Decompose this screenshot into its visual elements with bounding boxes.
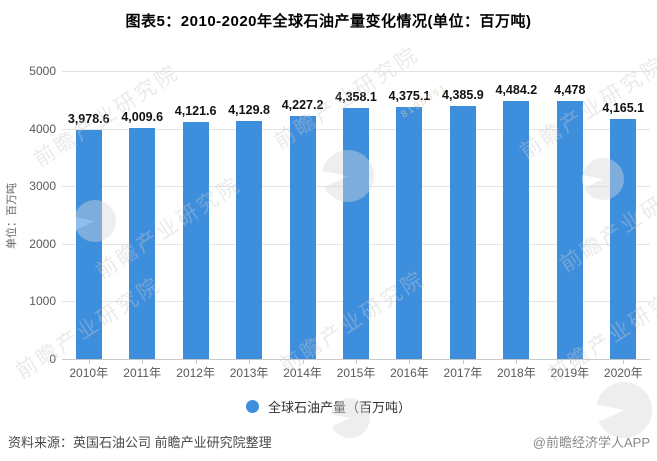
bar [75, 129, 102, 359]
x-tick-label: 2020年 [603, 366, 643, 380]
bar [556, 101, 583, 359]
bar-group: 4,121.6 [169, 71, 222, 359]
x-tick-mark [409, 359, 411, 364]
y-tick-label: 3000 [29, 179, 56, 194]
x-tick-label: 2015年 [336, 366, 376, 380]
x-tick-label: 2012年 [176, 366, 215, 380]
y-tick-label: 4000 [29, 121, 56, 136]
y-tick-label: 2000 [29, 236, 56, 251]
credit-note: @前瞻经济学人APP [532, 435, 650, 450]
bar [236, 121, 263, 359]
bar [129, 128, 156, 359]
x-tick-mark [88, 359, 90, 364]
bar [503, 100, 530, 359]
bar-value-label: 3,978.6 [67, 111, 110, 126]
bar-value-label: 4,009.6 [121, 110, 164, 125]
x-tick-mark [142, 359, 144, 364]
bar-value-label: 4,227.2 [281, 97, 324, 112]
bar [342, 107, 369, 359]
bar-group: 4,227.2 [276, 71, 329, 359]
x-tick-mark [462, 359, 464, 364]
bar [182, 121, 209, 359]
bar-group: 4,484.2 [490, 71, 543, 359]
gridline [62, 71, 650, 72]
bar [396, 107, 423, 359]
plot-area: 3,978.6 4,009.6 4,121.6 4,129.8 4,227.2 4,358… [62, 71, 650, 380]
bar-value-label: 4,478 [554, 83, 586, 98]
bar-group: 4,375.1 [383, 71, 436, 359]
bar-group: 4,358.1 [329, 71, 382, 359]
x-tick-mark [569, 359, 571, 364]
bar [610, 119, 637, 359]
x-tick-label: 2014年 [283, 366, 322, 380]
bar-group: 3,978.6 [62, 71, 115, 359]
y-tick-label: 0 [49, 352, 56, 366]
bar-value-label: 4,165.1 [602, 101, 645, 116]
x-tick-mark [516, 359, 518, 364]
bar-value-label: 4,121.6 [174, 103, 217, 118]
x-tick-mark [356, 359, 357, 364]
x-tick-label: 2018年 [497, 366, 536, 380]
chart-title: 图表5：2010-2020年全球石油产量变化情况(单位：百万吨) [125, 13, 532, 30]
y-tick-label: 5000 [29, 64, 56, 78]
bar-value-label: 4,484.2 [495, 82, 538, 97]
x-tick-mark [623, 359, 625, 364]
x-tick-label: 2016年 [390, 366, 429, 380]
x-tick-mark [302, 359, 304, 364]
bar-group: 4,009.6 [115, 71, 168, 359]
x-tick-label: 2017年 [443, 366, 483, 380]
x-tick-mark [249, 359, 251, 364]
x-tick-label: 2010年 [69, 366, 109, 380]
legend: 全球石油产量（百万吨） [0, 397, 657, 416]
bar-group: 4,165.1 [597, 71, 650, 359]
x-tick-label: 2011年 [123, 366, 162, 380]
bar-group: 4,129.8 [222, 71, 275, 359]
bar [449, 106, 476, 359]
x-tick-label: 2019年 [550, 366, 590, 380]
bar-group: 4,385.9 [436, 71, 489, 359]
source-note: 资料来源：英国石油公司 前瞻产业研究院整理 [8, 435, 272, 450]
x-tick-label: 2013年 [229, 366, 269, 380]
bar-value-label: 4,129.8 [228, 103, 270, 118]
bar-value-label: 4,358.1 [335, 89, 377, 104]
bar-group: 4,478 [543, 71, 596, 359]
legend-label: 全球石油产量（百万吨） [267, 400, 411, 415]
y-tick-label: 1000 [29, 294, 56, 309]
bar-value-label: 4,375.1 [388, 89, 431, 103]
legend-marker-icon [245, 400, 259, 413]
bar [289, 115, 316, 359]
bar-value-label: 4,385.9 [442, 88, 484, 103]
x-tick-mark [195, 359, 197, 364]
